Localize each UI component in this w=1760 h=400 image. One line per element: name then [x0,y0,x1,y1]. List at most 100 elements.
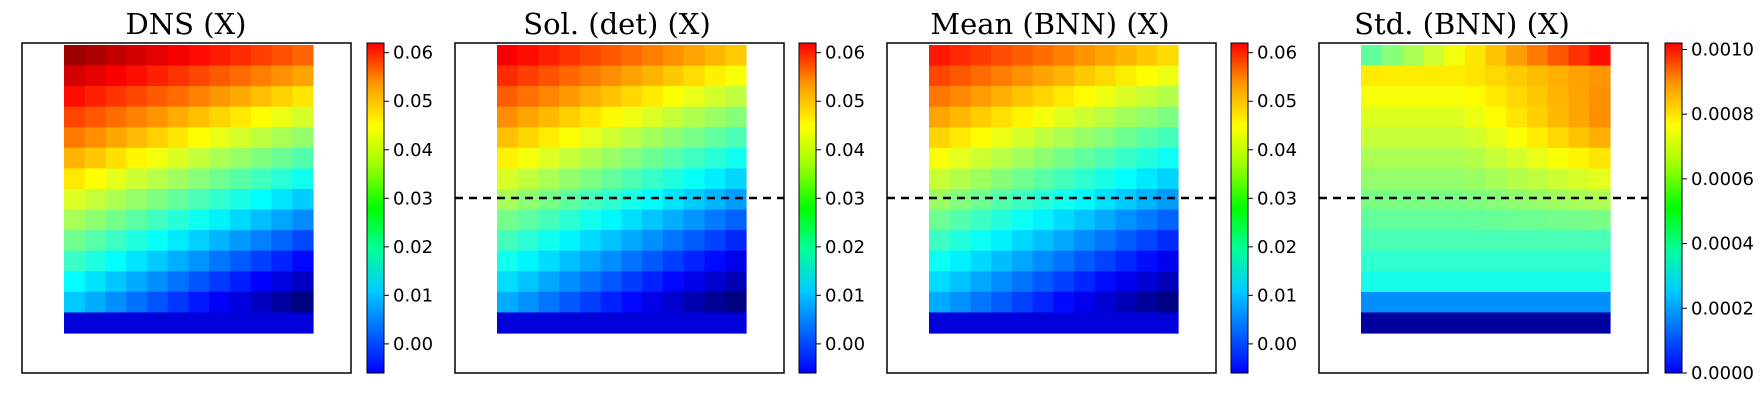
heatmap-cell [64,106,86,128]
heatmap-cell [1074,168,1096,190]
heatmap-cell [949,291,972,314]
heatmap-cell [1423,147,1445,170]
heatmap-cell [970,86,992,108]
heatmap-cell [538,86,560,108]
heatmap-cell [1136,209,1158,231]
heatmap-cell [147,291,169,314]
heatmap-cell [1444,312,1466,334]
heatmap-cell [1402,271,1424,293]
colorbar-tick-label: 0.04 [393,140,433,161]
heatmap-cell [949,65,972,87]
heatmap-cell [1568,230,1590,252]
heatmap-cell [1506,168,1528,190]
colorbar-tick-label: 0.0006 [1691,169,1754,190]
heatmap-cell [970,250,992,272]
heatmap-cell [991,250,1013,272]
heatmap-cell [538,127,560,149]
heatmap-cell [538,65,560,87]
heatmap-cell [949,189,972,211]
heatmap-cell [1157,271,1179,293]
heatmap-cell [1074,291,1096,314]
heatmap-cell [84,106,107,128]
heatmap-cell [1361,271,1383,293]
heatmap-cell [1506,127,1528,149]
heatmap-cell [1464,65,1487,87]
heatmap-cell [209,250,231,272]
heatmap-cell [126,209,148,231]
heatmap-cell [1444,291,1466,314]
heatmap-cell [1444,230,1466,252]
heatmap-cell [1074,250,1096,272]
colorbar-tick-label: 0.06 [1257,43,1297,64]
heatmap-cell [704,189,726,211]
heatmap-cell [1136,230,1158,252]
colorbar-tick-label: 0.00 [393,334,433,355]
heatmap-cell [704,250,726,272]
heatmap-cell [949,106,972,128]
heatmap-cell [1381,86,1404,108]
heatmap-cell [1568,291,1590,314]
heatmap-cell [559,271,581,293]
heatmap-cell [147,209,169,231]
heatmap-cell [683,147,706,170]
heatmap-cell [147,168,169,190]
heatmap-cell [1074,209,1096,231]
heatmap-cell [559,312,581,334]
heatmap-cell [559,65,581,87]
heatmap-cell [642,45,664,67]
heatmap-cell [663,271,685,293]
heatmap-cell [1053,209,1075,231]
heatmap-cell [1423,127,1445,149]
heatmap-cell [497,271,519,293]
heatmap-cell [1589,312,1611,334]
heatmap-cell [126,250,148,272]
heatmap-cell [704,127,726,149]
heatmap-cell [292,106,314,128]
heatmap-cell [1444,168,1466,190]
colorbar-tick-label: 0.0010 [1691,39,1754,60]
heatmap-cell [663,45,685,67]
heatmap-cell [167,65,190,87]
heatmap-cell [497,127,519,149]
heatmap-cell [1547,127,1570,149]
heatmap-cell [1589,168,1611,190]
colorbar-tick-label: 0.04 [1257,140,1297,161]
heatmap-cell [1485,271,1507,293]
heatmap-cell [1136,65,1158,87]
heatmap-cell [230,147,252,170]
heatmap-cell [642,230,664,252]
heatmap-cell [1136,127,1158,149]
heatmap-cell [167,86,190,108]
heatmap-cell [1381,291,1404,314]
heatmap-cell [970,230,992,252]
heatmap-cell [84,250,107,272]
heatmap-cell [230,271,252,293]
heatmap-cell [1423,291,1445,314]
heatmap-cell [580,189,602,211]
heatmap-cell [538,291,560,314]
heatmap-cell [704,147,726,170]
heatmap-cell [1444,127,1466,149]
heatmap-cell [1074,127,1096,149]
heatmap-cell [929,65,951,87]
heatmap-cell [188,189,210,211]
heatmap-cell [292,291,314,314]
heatmap-cell [1012,209,1034,231]
heatmap-cell [1423,65,1445,87]
heatmap-cell [1157,65,1179,87]
heatmap-cell [105,189,127,211]
heatmap-cell [1053,230,1075,252]
heatmap-cell [188,45,210,67]
heatmap-cell [126,65,148,87]
heatmap-cell [1157,106,1179,128]
heatmap-cell [271,65,293,87]
heatmap-cell [1547,189,1570,211]
heatmap-cell [580,106,602,128]
heatmap-cell [167,230,190,252]
heatmap-cell [704,45,726,67]
heatmap-cell [580,65,602,87]
heatmap-cell [929,250,951,272]
heatmap-cell [683,127,706,149]
heatmap-cell [64,45,86,67]
heatmap-cell [1157,250,1179,272]
